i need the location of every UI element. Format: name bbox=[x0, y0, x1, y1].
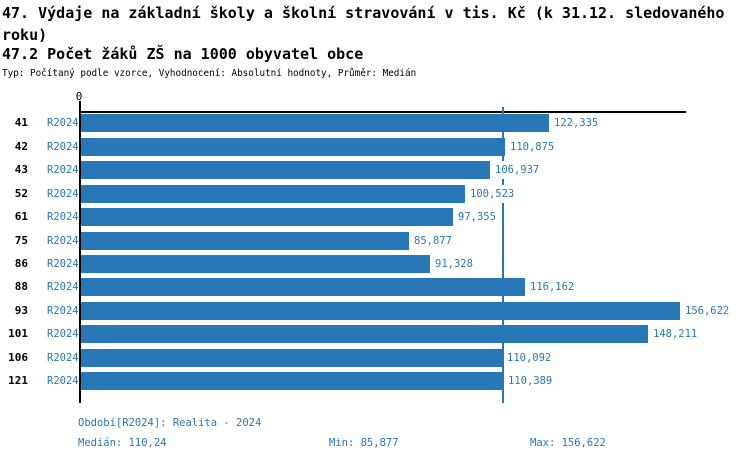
bar-value-label: 116,162 bbox=[529, 278, 576, 296]
chart-row: 101 R2024 148,211 bbox=[0, 325, 750, 343]
row-category-label: 43 bbox=[14, 163, 28, 176]
page-title: 47. Výdaje na základní školy a školní st… bbox=[2, 4, 725, 44]
value-bar bbox=[81, 114, 549, 132]
chart-row: 86 R2024 91,328 bbox=[0, 255, 750, 273]
bar-value-label: 106,937 bbox=[494, 161, 541, 179]
chart-row: 106 R2024 110,092 bbox=[0, 349, 750, 367]
bar-value-label: 97,355 bbox=[457, 208, 497, 226]
value-bar bbox=[81, 255, 430, 273]
row-series-label: R2024 bbox=[47, 352, 79, 364]
row-category-label: 75 bbox=[14, 234, 28, 247]
footer-max-stat: Max: 156,622 bbox=[530, 437, 606, 449]
chart-row: 42 R2024 110,875 bbox=[0, 138, 750, 156]
chart-row: 43 R2024 106,937 bbox=[0, 161, 750, 179]
value-bar bbox=[81, 349, 502, 367]
value-bar bbox=[81, 325, 648, 343]
row-series-label: R2024 bbox=[47, 281, 79, 293]
row-series-label: R2024 bbox=[47, 188, 79, 200]
chart-row: 121 R2024 110,389 bbox=[0, 372, 750, 390]
chart-row: 75 R2024 85,877 bbox=[0, 232, 750, 250]
row-series-label: R2024 bbox=[47, 375, 79, 387]
row-category-label: 93 bbox=[14, 304, 28, 317]
bar-value-label: 100,523 bbox=[469, 185, 516, 203]
bar-value-label: 110,875 bbox=[509, 138, 556, 156]
y-axis-line bbox=[79, 111, 81, 403]
footer-median-stat: Medián: 110,24 bbox=[78, 437, 167, 449]
bar-value-label: 110,092 bbox=[506, 349, 553, 367]
value-bar bbox=[81, 372, 503, 390]
row-category-label: 101 bbox=[8, 327, 28, 340]
bar-value-label: 91,328 bbox=[434, 255, 474, 273]
row-series-label: R2024 bbox=[47, 235, 79, 247]
value-bar bbox=[81, 208, 453, 226]
value-bar bbox=[81, 185, 465, 203]
median-line bbox=[502, 107, 504, 403]
chart-meta-line: Typ: Počítaný podle vzorce, Vyhodnocení:… bbox=[2, 68, 417, 79]
bar-value-label: 122,335 bbox=[553, 114, 600, 132]
row-series-label: R2024 bbox=[47, 305, 79, 317]
value-bar bbox=[81, 232, 409, 250]
indicator-title: 47.2 Počet žáků ZŠ na 1000 obyvatel obce bbox=[2, 45, 364, 63]
chart-row: 41 R2024 122,335 bbox=[0, 114, 750, 132]
bar-value-label: 85,877 bbox=[413, 232, 453, 250]
bar-value-label: 110,389 bbox=[507, 372, 554, 390]
x-axis-zero-tick bbox=[79, 101, 81, 112]
row-series-label: R2024 bbox=[47, 328, 79, 340]
value-bar bbox=[81, 138, 505, 156]
row-category-label: 61 bbox=[14, 210, 28, 223]
bar-value-label: 148,211 bbox=[652, 325, 699, 343]
row-series-label: R2024 bbox=[47, 117, 79, 129]
row-category-label: 88 bbox=[14, 280, 28, 293]
row-series-label: R2024 bbox=[47, 164, 79, 176]
row-category-label: 106 bbox=[8, 351, 28, 364]
legend-period: Období[R2024]: Realita - 2024 bbox=[78, 417, 262, 429]
row-series-label: R2024 bbox=[47, 141, 79, 153]
value-bar bbox=[81, 161, 490, 179]
row-series-label: R2024 bbox=[47, 258, 79, 270]
x-axis-zero-label: 0 bbox=[75, 90, 83, 103]
chart-row: 61 R2024 97,355 bbox=[0, 208, 750, 226]
row-category-label: 86 bbox=[14, 257, 28, 270]
chart-row: 52 R2024 100,523 bbox=[0, 185, 750, 203]
row-series-label: R2024 bbox=[47, 211, 79, 223]
row-category-label: 41 bbox=[14, 116, 28, 129]
row-category-label: 42 bbox=[14, 140, 28, 153]
chart-row: 93 R2024 156,622 bbox=[0, 302, 750, 320]
x-axis-line bbox=[79, 111, 686, 113]
chart-row: 88 R2024 116,162 bbox=[0, 278, 750, 296]
value-bar bbox=[81, 302, 680, 320]
footer-min-stat: Min: 85,877 bbox=[329, 437, 399, 449]
row-category-label: 52 bbox=[14, 187, 28, 200]
value-bar bbox=[81, 278, 525, 296]
bar-value-label: 156,622 bbox=[684, 302, 731, 320]
row-category-label: 121 bbox=[8, 374, 28, 387]
